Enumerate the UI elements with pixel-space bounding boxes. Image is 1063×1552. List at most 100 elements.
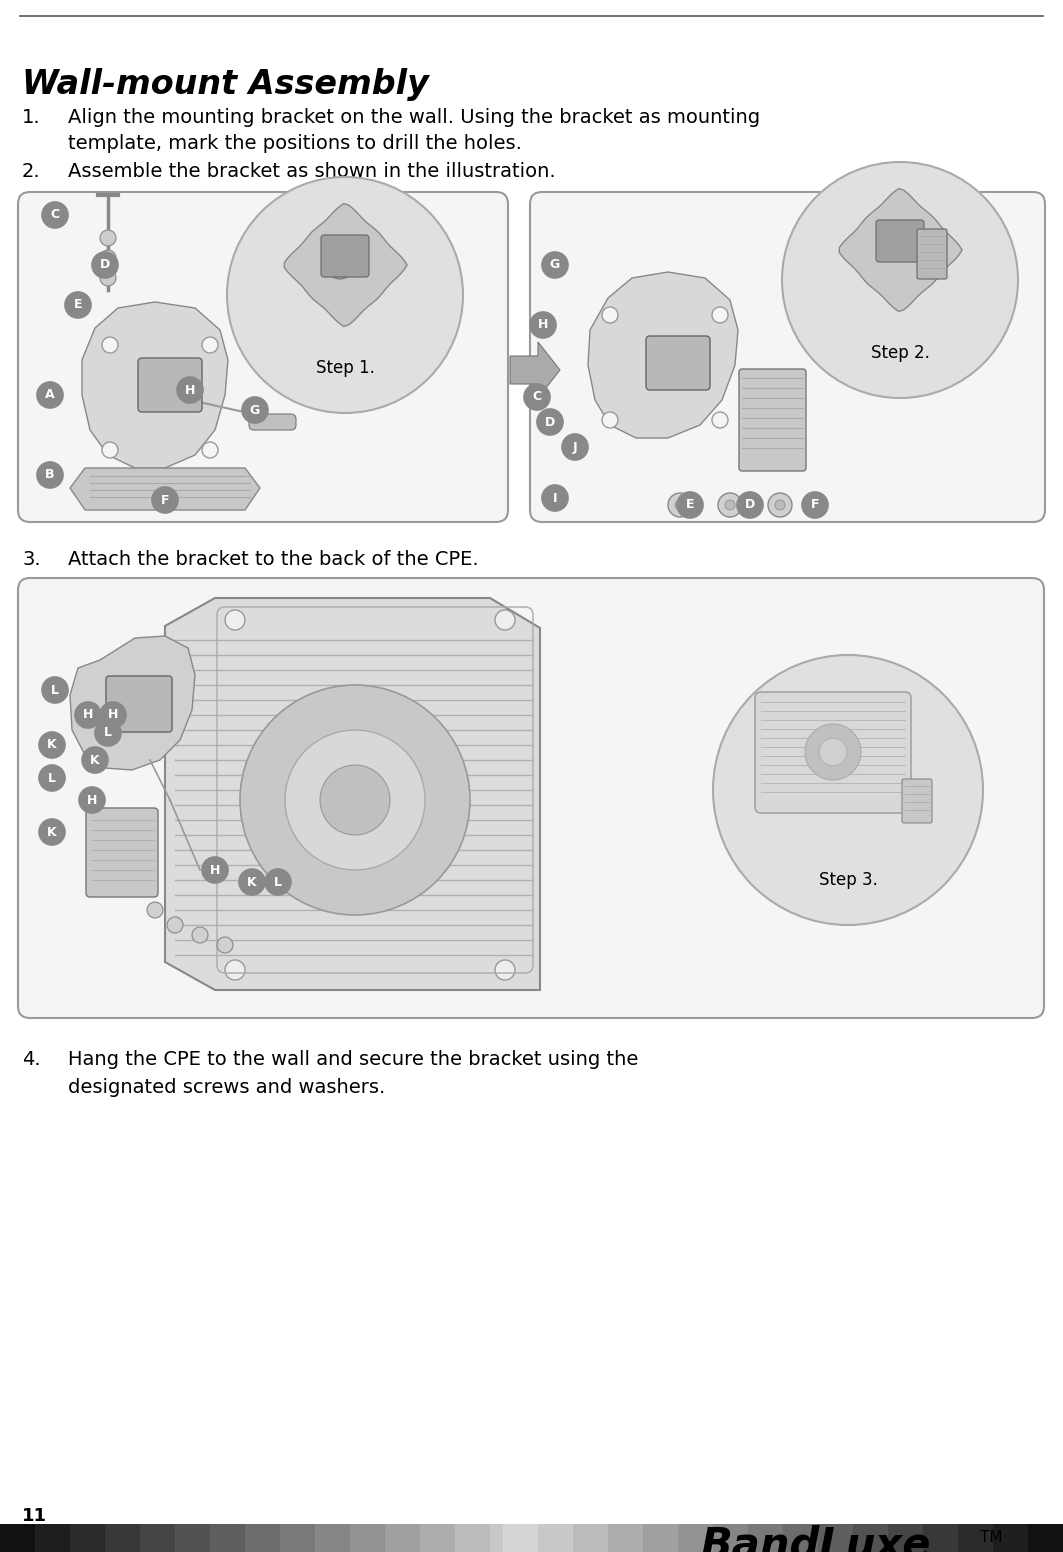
Bar (210, 1524, 244, 1552)
Text: I: I (553, 492, 557, 504)
Circle shape (320, 765, 390, 835)
Circle shape (102, 442, 118, 458)
Text: L: L (104, 726, 112, 739)
Bar (175, 1524, 210, 1552)
Circle shape (677, 492, 703, 518)
Circle shape (178, 377, 203, 404)
Circle shape (202, 442, 218, 458)
Circle shape (239, 869, 265, 896)
Bar (573, 1524, 608, 1552)
Text: C: C (50, 208, 60, 222)
Polygon shape (840, 189, 962, 312)
Circle shape (100, 270, 116, 286)
Circle shape (802, 492, 828, 518)
Circle shape (95, 720, 121, 747)
Bar (70, 1524, 105, 1552)
Circle shape (192, 927, 208, 944)
Bar (503, 1524, 538, 1552)
Circle shape (227, 177, 463, 413)
Circle shape (240, 684, 470, 916)
Circle shape (775, 500, 784, 511)
FancyBboxPatch shape (86, 809, 158, 897)
Bar (35, 1524, 70, 1552)
FancyBboxPatch shape (138, 359, 202, 411)
Circle shape (39, 819, 65, 844)
Circle shape (39, 765, 65, 792)
Text: L: L (48, 771, 56, 784)
FancyBboxPatch shape (755, 692, 911, 813)
Text: Assemble the bracket as shown in the illustration.: Assemble the bracket as shown in the ill… (68, 161, 556, 182)
Circle shape (75, 702, 101, 728)
Circle shape (285, 729, 425, 871)
Circle shape (37, 462, 63, 487)
Text: 3.: 3. (22, 549, 40, 570)
Circle shape (542, 251, 568, 278)
Text: Attach the bracket to the back of the CPE.: Attach the bracket to the back of the CP… (68, 549, 478, 570)
Text: H: H (107, 709, 118, 722)
Text: F: F (161, 494, 169, 506)
Bar (455, 1524, 490, 1552)
Circle shape (43, 202, 68, 228)
Text: H: H (83, 709, 94, 722)
Bar (958, 1524, 993, 1552)
Bar (315, 1524, 350, 1552)
Bar (713, 1524, 748, 1552)
Circle shape (530, 312, 556, 338)
Circle shape (37, 382, 63, 408)
Text: K: K (47, 739, 56, 751)
Circle shape (102, 337, 118, 352)
Text: A: A (46, 388, 55, 402)
Text: Step 1.: Step 1. (316, 359, 374, 377)
Circle shape (537, 410, 563, 435)
Circle shape (326, 251, 354, 279)
Circle shape (100, 702, 126, 728)
Circle shape (217, 937, 233, 953)
Bar (105, 1524, 140, 1552)
Bar (993, 1524, 1028, 1552)
Text: J: J (573, 441, 577, 453)
Circle shape (737, 492, 763, 518)
Text: 1.: 1. (22, 109, 40, 127)
Circle shape (562, 435, 588, 459)
Bar (420, 1524, 455, 1552)
Circle shape (167, 917, 183, 933)
Circle shape (767, 494, 792, 517)
Circle shape (542, 484, 568, 511)
Polygon shape (588, 272, 738, 438)
Bar (560, 1524, 595, 1552)
Text: Hang the CPE to the wall and secure the bracket using the: Hang the CPE to the wall and secure the … (68, 1051, 639, 1069)
FancyBboxPatch shape (249, 414, 296, 430)
Text: B: B (46, 469, 55, 481)
Bar (538, 1524, 573, 1552)
Circle shape (713, 655, 983, 925)
Circle shape (225, 610, 244, 630)
Bar (608, 1524, 643, 1552)
Circle shape (147, 902, 163, 917)
Circle shape (805, 723, 861, 781)
Text: L: L (274, 875, 282, 888)
Bar (140, 1524, 175, 1552)
Bar (923, 1524, 958, 1552)
Circle shape (819, 739, 847, 767)
Circle shape (100, 230, 116, 247)
Circle shape (602, 307, 618, 323)
Bar (350, 1524, 385, 1552)
Bar (525, 1524, 560, 1552)
FancyBboxPatch shape (18, 192, 508, 521)
Text: 11: 11 (22, 1507, 47, 1526)
Circle shape (152, 487, 178, 514)
Text: E: E (686, 498, 694, 512)
Bar (819, 1524, 853, 1552)
Text: Wall-mount Assembly: Wall-mount Assembly (22, 68, 428, 101)
Text: G: G (250, 404, 260, 416)
Text: D: D (100, 259, 111, 272)
Circle shape (718, 494, 742, 517)
FancyBboxPatch shape (739, 369, 806, 470)
Text: H: H (185, 383, 196, 396)
FancyBboxPatch shape (646, 335, 710, 390)
Circle shape (65, 292, 91, 318)
Circle shape (495, 610, 514, 630)
Polygon shape (70, 636, 195, 770)
Circle shape (675, 500, 685, 511)
Circle shape (782, 161, 1018, 397)
